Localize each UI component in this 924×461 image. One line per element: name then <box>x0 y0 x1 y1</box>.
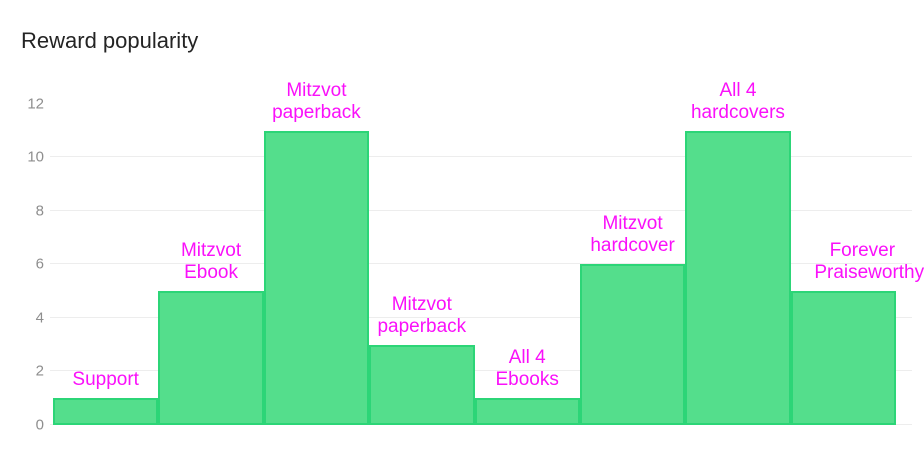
gridline <box>50 156 912 157</box>
gridline <box>50 370 912 371</box>
bar-label: All 4 Ebooks <box>495 347 559 390</box>
bar-slot: All 4 hardcovers <box>685 80 791 425</box>
bar-label: Mitzvot Ebook <box>180 240 242 283</box>
bar-label: Forever Praiseworthy <box>814 240 924 283</box>
bar-slot: All 4 Ebooks <box>474 104 580 425</box>
chart-title: Reward popularity <box>21 28 199 53</box>
y-axis: 0 2 4 6 8 10 12 <box>0 96 44 434</box>
bar[interactable] <box>474 398 580 425</box>
bar[interactable] <box>579 264 686 425</box>
bar[interactable] <box>790 291 896 425</box>
gridline <box>50 210 912 211</box>
bar[interactable] <box>685 131 791 425</box>
bar-label: Mitzvot paperback <box>377 294 467 337</box>
bar-label: Mitzvot paperback <box>272 80 361 123</box>
y-axis-tick-label: 8 <box>35 202 44 220</box>
gridline <box>50 263 912 264</box>
y-axis-tick-label: 6 <box>35 255 44 273</box>
bar-slot: Mitzvot Ebook <box>158 104 264 425</box>
bar[interactable] <box>53 398 159 425</box>
bar-slot: Mitzvot hardcover <box>579 104 686 425</box>
y-axis-tick-label: 0 <box>35 416 44 434</box>
bar-slot: Support <box>53 104 159 425</box>
bar-label: Support <box>72 369 139 390</box>
y-axis-tick-label: 2 <box>35 362 44 380</box>
bar-slot: Forever Praiseworthy <box>790 104 924 425</box>
bar-label: Mitzvot hardcover <box>590 213 675 256</box>
y-axis-tick-label: 10 <box>27 148 44 166</box>
y-axis-tick-label: 4 <box>35 309 44 327</box>
y-axis-tick-label: 12 <box>27 95 44 113</box>
plot-area: Support Mitzvot Ebook Mitzvot paperback Mit… <box>53 80 924 425</box>
bar[interactable] <box>158 291 264 425</box>
bar-label: All 4 hardcovers <box>690 80 785 123</box>
gridline <box>50 317 912 318</box>
bar-slot: Mitzvot paperback <box>263 80 370 425</box>
bar-slot: Mitzvot paperback <box>369 104 475 425</box>
bar[interactable] <box>369 345 475 425</box>
bar[interactable] <box>263 131 370 425</box>
